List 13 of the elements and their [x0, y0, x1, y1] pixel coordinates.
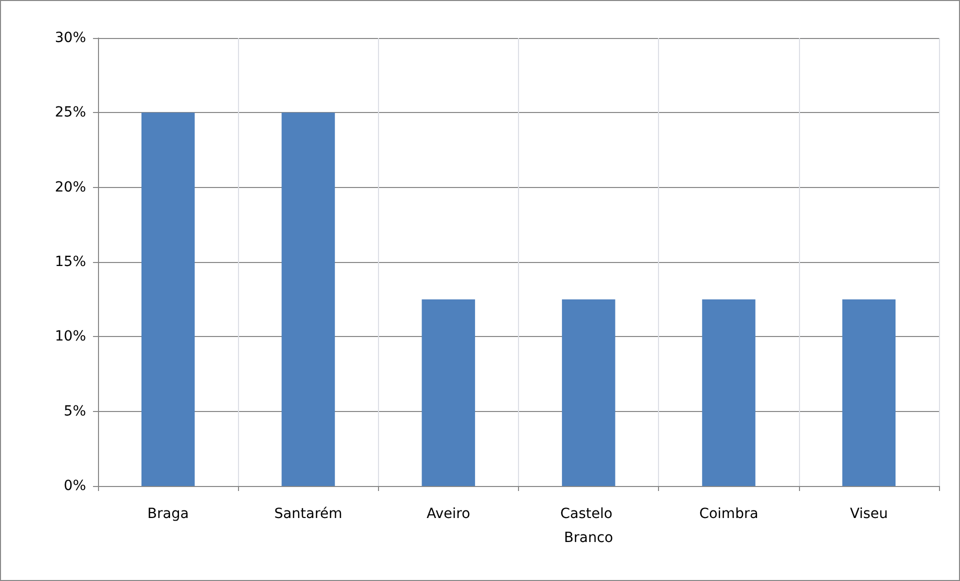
y-tick-label: 5% — [64, 403, 86, 420]
x-tick-label: Viseu — [850, 506, 888, 522]
x-tick-label: Santarém — [274, 506, 342, 522]
x-tick-label: Coimbra — [699, 506, 758, 522]
y-tick-label: 20% — [54, 179, 86, 196]
y-tick-label: 25% — [54, 104, 86, 121]
x-tick-label: Braga — [147, 506, 189, 522]
x-tick-label: Aveiro — [426, 506, 470, 522]
y-tick-label: 0% — [64, 478, 86, 494]
y-tick-label: 30% — [54, 30, 86, 46]
y-tick-label: 10% — [54, 328, 86, 345]
y-tick-label: 15% — [54, 254, 86, 270]
x-tick-label: Castelo Branco — [560, 506, 617, 546]
